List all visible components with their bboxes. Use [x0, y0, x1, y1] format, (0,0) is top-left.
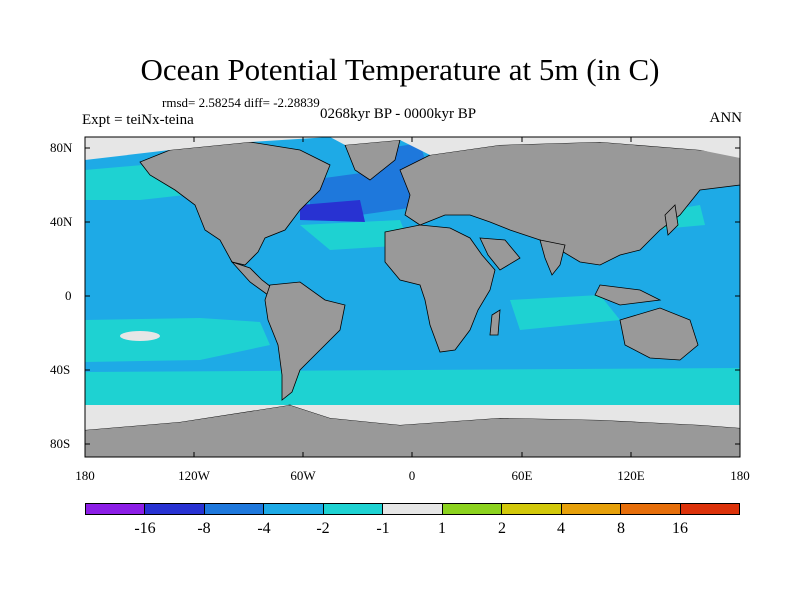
landmasses [84, 139, 741, 458]
colorbar-segment [264, 504, 324, 514]
stats-text: rmsd= 2.58254 diff= -2.28839 [162, 95, 320, 110]
colorbar-label: -2 [316, 520, 330, 537]
x-tick-0: 0 [408, 468, 416, 483]
y-tick-40n: 40N [50, 214, 73, 229]
x-tick-180e: 180 [730, 468, 750, 483]
colorbar-label: 16 [672, 520, 688, 537]
y-tick-0: 0 [65, 288, 72, 303]
experiment-label: Expt = teiNx-teina [82, 112, 194, 128]
colorbar-label: -4 [257, 520, 271, 537]
africa [384, 224, 496, 353]
season-label: ANN [709, 110, 743, 126]
arabia [479, 237, 521, 271]
india [539, 239, 566, 276]
colorbar-label: -8 [197, 520, 211, 537]
colorbar-label: -1 [376, 520, 390, 537]
x-tick-120e: 120E [617, 468, 645, 483]
north-america [139, 141, 331, 266]
x-tick-60w: 60W [290, 468, 316, 483]
pacific-ice-patch [120, 331, 160, 341]
colorbar-label: 2 [498, 520, 506, 537]
colorbar-label: -16 [134, 520, 156, 537]
x-tick-120w: 120W [178, 468, 210, 483]
colorbar-segment [145, 504, 205, 514]
colorbar-segment [621, 504, 681, 514]
madagascar [489, 309, 501, 336]
colorbar-segment [383, 504, 443, 514]
period-label: 0268kyr BP - 0000kyr BP [320, 106, 477, 122]
colorbar-segment [502, 504, 562, 514]
japan [664, 204, 679, 236]
colorbar-segment [442, 504, 503, 514]
y-tick-40s: 40S [50, 362, 71, 377]
colorbar-label: 8 [617, 520, 625, 537]
colorbar-segment [204, 504, 265, 514]
map-title: Ocean Potential Temperature at 5m (in C) [140, 52, 660, 87]
colorbar-segment [86, 504, 146, 514]
colorbar-segment [323, 504, 384, 514]
south-america [264, 281, 346, 401]
y-tick-80s: 80S [50, 436, 71, 451]
cool-anomaly-regions [85, 160, 740, 405]
y-tick-80n: 80N [50, 140, 73, 155]
tick-marks [85, 137, 740, 457]
colorbar-label: 1 [438, 520, 446, 537]
eurasia [399, 141, 741, 266]
indonesia [594, 284, 662, 306]
colorbar-segment [680, 504, 739, 514]
colorbar [85, 503, 740, 515]
x-tick-180w: 180 [75, 468, 95, 483]
x-tick-60e: 60E [511, 468, 533, 483]
australia [619, 307, 699, 361]
colorbar-label: 4 [557, 520, 565, 537]
colorbar-segment [561, 504, 622, 514]
